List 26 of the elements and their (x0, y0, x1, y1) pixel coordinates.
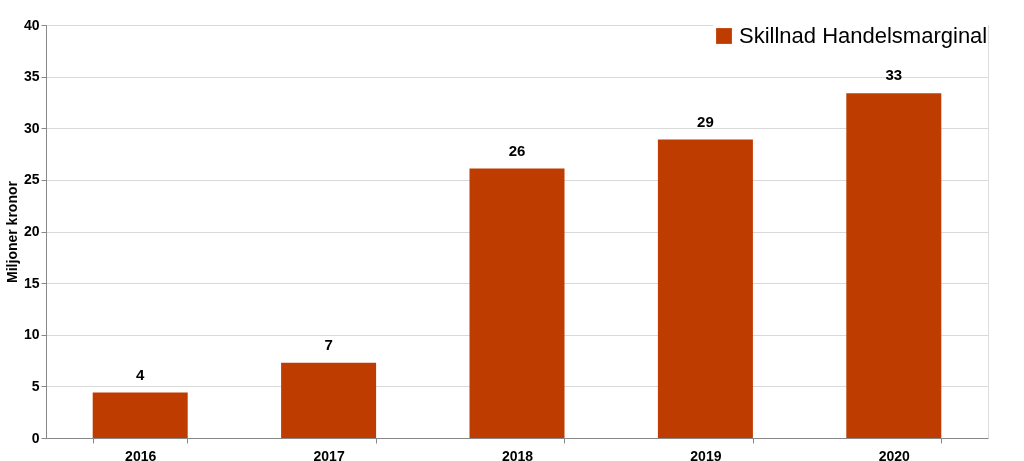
bar (469, 168, 565, 438)
data-label: 26 (508, 141, 526, 159)
bar (281, 362, 377, 438)
y-tick-label: 25 (23, 171, 40, 188)
data-label: 7 (324, 335, 333, 353)
y-tick-label: 10 (23, 326, 40, 343)
bar (846, 93, 942, 438)
y-tick-label: 0 (31, 429, 40, 446)
y-tick-label: 30 (23, 119, 40, 136)
bar (657, 139, 753, 438)
y-tick-label: 40 (23, 16, 40, 33)
bar (92, 392, 188, 438)
data-label: 33 (885, 66, 903, 84)
x-tick-label: 2017 (313, 447, 345, 461)
legend-label: Skillnad Handelsmarginal (739, 23, 988, 48)
y-tick-label: 15 (23, 274, 40, 291)
x-tick-label: 2019 (690, 447, 722, 461)
x-tick-label: 2016 (125, 447, 157, 461)
x-tick-label: 2020 (878, 447, 911, 461)
data-label: 29 (697, 112, 714, 130)
data-label: 4 (136, 365, 146, 383)
y-axis-title: Miljoner kronor (3, 180, 20, 283)
x-tick-label: 2018 (501, 447, 534, 461)
y-tick-label: 20 (23, 223, 40, 239)
y-tick-label: 5 (31, 377, 40, 394)
y-tick-label: 35 (23, 68, 40, 85)
